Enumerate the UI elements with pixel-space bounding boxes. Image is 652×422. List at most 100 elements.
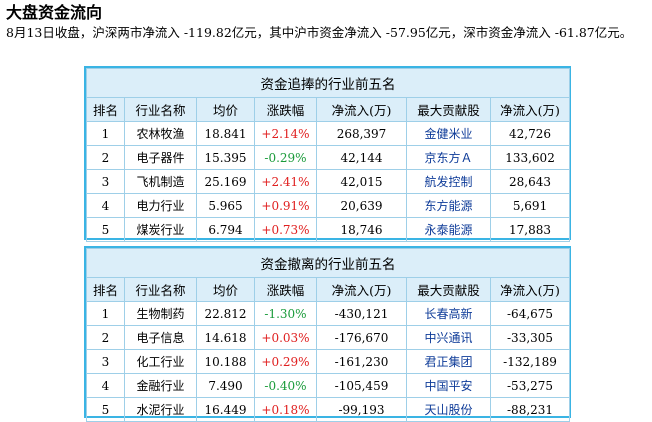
col-header-rank: 排名 <box>86 277 125 302</box>
cell-avg-price: 7.490 <box>196 373 255 398</box>
cell-top-stock[interactable]: 天山股份 <box>406 397 491 422</box>
cell-net-inflow: 42,144 <box>316 145 407 170</box>
col-header-avg-price: 均价 <box>196 277 255 302</box>
cell-industry: 电子信息 <box>124 325 197 350</box>
cell-stock-inflow: -53,275 <box>489 373 571 398</box>
table-row: 1 生物制药 22.812 -1.30% -430,121 长春高新 -64,675 <box>86 301 571 326</box>
col-header-industry: 行业名称 <box>124 97 197 122</box>
cell-industry: 化工行业 <box>124 349 197 374</box>
cell-top-stock[interactable]: 中兴通讯 <box>406 325 491 350</box>
inflow-table-container: 资金追捧的行业前五名 排名 行业名称 均价 涨跌幅 净流入(万) 最大贡献股 净… <box>84 66 571 242</box>
cell-top-stock[interactable]: 永泰能源 <box>406 217 491 242</box>
cell-stock-inflow: 17,883 <box>489 217 571 242</box>
cell-net-inflow: 18,746 <box>316 217 407 242</box>
col-header-stock-inflow: 净流入(万) <box>489 97 571 122</box>
table-row: 5 水泥行业 16.449 +0.18% -99,193 天山股份 -88,231 <box>86 397 571 422</box>
cell-net-inflow: -430,121 <box>316 301 407 326</box>
cell-stock-inflow: -132,189 <box>489 349 571 374</box>
table-row: 5 煤炭行业 6.794 +0.73% 18,746 永泰能源 17,883 <box>86 217 571 242</box>
table-row: 3 飞机制造 25.169 +2.41% 42,015 航发控制 28,643 <box>86 169 571 194</box>
table-row: 3 化工行业 10.188 +0.29% -161,230 君正集团 -132,189 <box>86 349 571 374</box>
cell-stock-inflow: -33,305 <box>489 325 571 350</box>
cell-net-inflow: -99,193 <box>316 397 407 422</box>
cell-net-inflow: -176,670 <box>316 325 407 350</box>
cell-rank: 4 <box>86 193 125 218</box>
cell-change: +0.03% <box>254 325 317 350</box>
cell-avg-price: 5.965 <box>196 193 255 218</box>
col-header-change: 涨跌幅 <box>254 277 317 302</box>
cell-avg-price: 10.188 <box>196 349 255 374</box>
col-header-top-stock: 最大贡献股 <box>406 97 491 122</box>
cell-avg-price: 22.812 <box>196 301 255 326</box>
inflow-table: 资金追捧的行业前五名 排名 行业名称 均价 涨跌幅 净流入(万) 最大贡献股 净… <box>85 68 571 242</box>
col-header-change: 涨跌幅 <box>254 97 317 122</box>
cell-change: +2.41% <box>254 169 317 194</box>
cell-industry: 飞机制造 <box>124 169 197 194</box>
cell-net-inflow: 20,639 <box>316 193 407 218</box>
cell-avg-price: 6.794 <box>196 217 255 242</box>
cell-net-inflow: 42,015 <box>316 169 407 194</box>
cell-industry: 煤炭行业 <box>124 217 197 242</box>
cell-industry: 电力行业 <box>124 193 197 218</box>
cell-avg-price: 18.841 <box>196 121 255 146</box>
cell-industry: 水泥行业 <box>124 397 197 422</box>
cell-change: -1.30% <box>254 301 317 326</box>
cell-avg-price: 14.618 <box>196 325 255 350</box>
cell-rank: 3 <box>86 349 125 374</box>
cell-stock-inflow: 5,691 <box>489 193 571 218</box>
cell-change: -0.40% <box>254 373 317 398</box>
cell-change: +0.29% <box>254 349 317 374</box>
col-header-avg-price: 均价 <box>196 97 255 122</box>
outflow-table: 资金撤离的行业前五名 排名 行业名称 均价 涨跌幅 净流入(万) 最大贡献股 净… <box>85 248 571 422</box>
cell-top-stock[interactable]: 中国平安 <box>406 373 491 398</box>
cell-industry: 农林牧渔 <box>124 121 197 146</box>
cell-change: +0.73% <box>254 217 317 242</box>
cell-avg-price: 16.449 <box>196 397 255 422</box>
cell-rank: 1 <box>86 121 125 146</box>
cell-rank: 1 <box>86 301 125 326</box>
cell-rank: 5 <box>86 397 125 422</box>
cell-rank: 4 <box>86 373 125 398</box>
table-row: 2 电子信息 14.618 +0.03% -176,670 中兴通讯 -33,305 <box>86 325 571 350</box>
cell-industry: 金融行业 <box>124 373 197 398</box>
cell-industry: 电子器件 <box>124 145 197 170</box>
col-header-stock-inflow: 净流入(万) <box>489 277 571 302</box>
cell-top-stock[interactable]: 金健米业 <box>406 121 491 146</box>
cell-change: +2.14% <box>254 121 317 146</box>
table-row: 4 电力行业 5.965 +0.91% 20,639 东方能源 5,691 <box>86 193 571 218</box>
col-header-net-inflow: 净流入(万) <box>316 97 407 122</box>
cell-net-inflow: 268,397 <box>316 121 407 146</box>
cell-stock-inflow: 133,602 <box>489 145 571 170</box>
col-header-net-inflow: 净流入(万) <box>316 277 407 302</box>
cell-rank: 3 <box>86 169 125 194</box>
cell-avg-price: 25.169 <box>196 169 255 194</box>
cell-industry: 生物制药 <box>124 301 197 326</box>
cell-rank: 2 <box>86 145 125 170</box>
inflow-table-caption: 资金追捧的行业前五名 <box>85 68 571 98</box>
col-header-rank: 排名 <box>86 97 125 122</box>
cell-top-stock[interactable]: 君正集团 <box>406 349 491 374</box>
cell-change: +0.18% <box>254 397 317 422</box>
cell-net-inflow: -105,459 <box>316 373 407 398</box>
cell-rank: 5 <box>86 217 125 242</box>
table-row: 1 农林牧渔 18.841 +2.14% 268,397 金健米业 42,726 <box>86 121 571 146</box>
cell-top-stock[interactable]: 航发控制 <box>406 169 491 194</box>
cell-change: -0.29% <box>254 145 317 170</box>
cell-stock-inflow: 28,643 <box>489 169 571 194</box>
outflow-table-container: 资金撤离的行业前五名 排名 行业名称 均价 涨跌幅 净流入(万) 最大贡献股 净… <box>84 246 571 422</box>
cell-stock-inflow: -88,231 <box>489 397 571 422</box>
cell-stock-inflow: 42,726 <box>489 121 571 146</box>
page-title: 大盘资金流向 <box>6 3 103 22</box>
cell-top-stock[interactable]: 长春高新 <box>406 301 491 326</box>
table-row: 2 电子器件 15.395 -0.29% 42,144 京东方Ａ 133,602 <box>86 145 571 170</box>
cell-avg-price: 15.395 <box>196 145 255 170</box>
table-row: 4 金融行业 7.490 -0.40% -105,459 中国平安 -53,275 <box>86 373 571 398</box>
col-header-top-stock: 最大贡献股 <box>406 277 491 302</box>
market-summary: 8月13日收盘，沪深两市净流入 -119.82亿元，其中沪市资金净流入 -57.… <box>6 25 633 40</box>
outflow-table-caption: 资金撤离的行业前五名 <box>85 248 571 278</box>
cell-top-stock[interactable]: 京东方Ａ <box>406 145 491 170</box>
cell-rank: 2 <box>86 325 125 350</box>
col-header-industry: 行业名称 <box>124 277 197 302</box>
cell-top-stock[interactable]: 东方能源 <box>406 193 491 218</box>
cell-net-inflow: -161,230 <box>316 349 407 374</box>
